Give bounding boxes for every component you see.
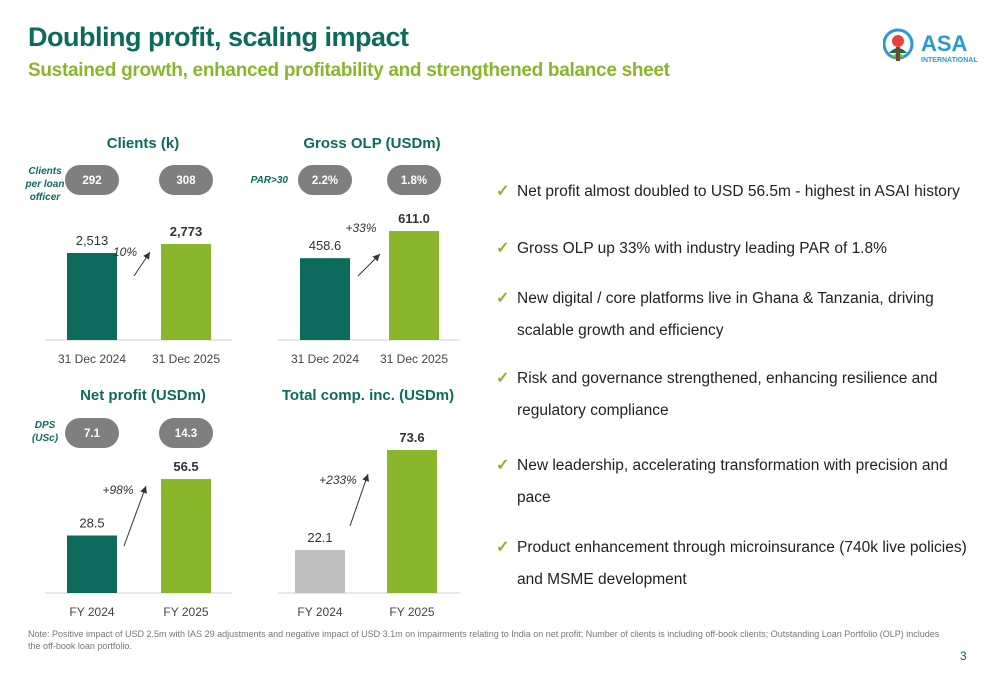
footnote: Note: Positive impact of USD 2.5m with I…: [28, 629, 940, 651]
bullet-item: ✓ New leadership, accelerating transform…: [496, 450, 976, 514]
chart-title: Total comp. inc. (USDm): [282, 387, 454, 404]
bar: [387, 450, 437, 593]
x-tick-label: 31 Dec 2025: [380, 352, 448, 366]
growth-arrow-head: [372, 254, 380, 262]
page-title: Doubling profit, scaling impact: [28, 22, 409, 52]
check-icon: ✓: [496, 457, 510, 474]
growth-arrow-head: [362, 474, 370, 482]
bullet-text: Product enhancement through microinsuran…: [517, 539, 967, 588]
growth-arrow-line: [123, 485, 147, 547]
data-label: 458.6: [309, 238, 342, 253]
kpi-pill: [65, 418, 119, 448]
x-tick-label: 31 Dec 2025: [152, 352, 220, 366]
kpi-label: PAR>30: [251, 175, 289, 186]
kpi-value: 1.8%: [401, 175, 427, 187]
kpi-value: 14.3: [175, 428, 197, 440]
check-icon: ✓: [496, 370, 510, 387]
bullet-item: ✓ Risk and governance strengthened, enha…: [496, 363, 976, 427]
check-icon: ✓: [496, 240, 510, 257]
growth-arrow-head: [140, 486, 147, 494]
kpi-pill: [159, 418, 213, 448]
x-tick-label: FY 2025: [389, 605, 434, 619]
x-tick-label: 31 Dec 2024: [58, 352, 126, 366]
asa-logo: ASA INTERNATIONAL: [883, 28, 978, 64]
bullet-text: Gross OLP up 33% with industry leading P…: [517, 240, 887, 257]
page-number: 3: [960, 649, 967, 663]
bar: [295, 550, 345, 593]
chart-title: Gross OLP (USDm): [303, 135, 440, 152]
chart-title: Net profit (USDm): [80, 387, 206, 404]
check-icon: ✓: [496, 539, 510, 556]
x-tick-label: FY 2025: [163, 605, 208, 619]
asa-emblem-icon: [883, 28, 914, 61]
bar: [67, 253, 117, 340]
kpi-pill: [298, 165, 352, 195]
bullet-text: Net profit almost doubled to USD 56.5m -…: [517, 183, 960, 200]
growth-label: +233%: [319, 473, 357, 487]
kpi-pill: [159, 165, 213, 195]
check-icon: ✓: [496, 183, 510, 200]
kpi-label: (USc): [32, 433, 59, 444]
kpi-value: 292: [82, 175, 101, 187]
kpi-value: 7.1: [84, 428, 101, 440]
kpi-pill: [65, 165, 119, 195]
data-label: 2,773: [170, 224, 203, 239]
data-label: 56.5: [173, 459, 198, 474]
data-label: 22.1: [307, 530, 332, 545]
kpi-label: Clients: [28, 166, 62, 177]
data-label: 28.5: [79, 515, 104, 530]
bullet-text: Risk and governance strengthened, enhanc…: [517, 370, 938, 419]
kpi-label: per loan: [25, 179, 65, 190]
bullet-text: New leadership, accelerating transformat…: [517, 457, 948, 506]
chart-title: Clients (k): [107, 135, 180, 152]
x-tick-label: 31 Dec 2024: [291, 352, 359, 366]
bullet-item: ✓ Gross OLP up 33% with industry leading…: [496, 233, 976, 265]
bullet-item: ✓ Product enhancement through microinsur…: [496, 532, 976, 596]
check-icon: ✓: [496, 290, 510, 307]
page-subtitle: Sustained growth, enhanced profitability…: [28, 60, 670, 81]
kpi-value: 308: [176, 175, 196, 187]
bar: [300, 258, 350, 340]
x-tick-label: FY 2024: [297, 605, 342, 619]
bar: [161, 479, 211, 593]
x-tick-label: FY 2024: [69, 605, 114, 619]
growth-arrow-head: [143, 252, 150, 260]
bar: [67, 535, 117, 593]
growth-label: 10%: [113, 245, 137, 259]
bullet-list: ✓ Net profit almost doubled to USD 56.5m…: [496, 176, 976, 596]
kpi-label: officer: [30, 192, 61, 203]
growth-arrow-line: [349, 473, 369, 527]
bar: [161, 244, 211, 340]
bullet-item: ✓ New digital / core platforms live in G…: [496, 283, 976, 347]
growth-label: +98%: [102, 483, 133, 497]
logo-name: ASA: [921, 31, 968, 56]
bullet-text: New digital / core platforms live in Gha…: [517, 290, 934, 339]
data-label: 2,513: [76, 233, 109, 248]
data-label: 611.0: [398, 211, 430, 226]
data-label: 73.6: [399, 430, 424, 445]
kpi-value: 2.2%: [312, 175, 338, 187]
kpi-label: DPS: [35, 420, 56, 431]
growth-label: +33%: [345, 221, 376, 235]
bullet-item: ✓ Net profit almost doubled to USD 56.5m…: [496, 176, 976, 208]
kpi-pill: [387, 165, 441, 195]
logo-subtext: INTERNATIONAL: [921, 57, 978, 64]
charts-area: Clients (k) 2,513 31 Dec 2024 2,773 31 Dec 2…: [25, 135, 460, 619]
bar: [389, 231, 439, 340]
